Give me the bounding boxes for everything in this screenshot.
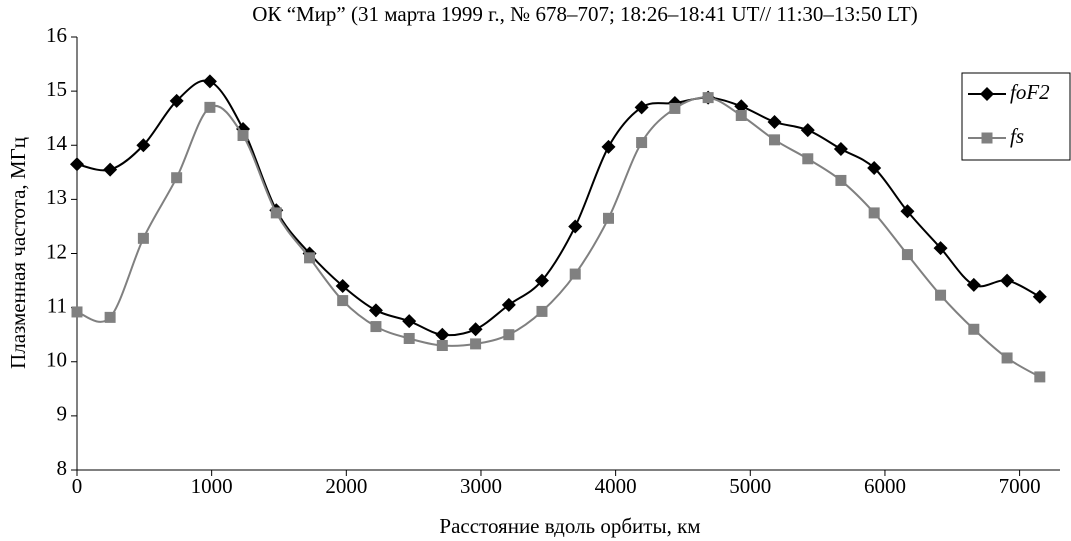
legend-marker	[981, 132, 993, 144]
diamond-marker	[1000, 273, 1015, 288]
square-marker	[702, 92, 714, 104]
square-marker	[835, 174, 847, 186]
diamond-marker	[435, 327, 450, 342]
x-tick-label: 1000	[191, 474, 233, 498]
diamond-marker	[568, 219, 583, 234]
y-tick-label: 9	[57, 402, 68, 426]
square-marker	[137, 232, 149, 244]
diamond-marker	[136, 138, 151, 153]
square-marker	[536, 305, 548, 317]
y-tick-label: 15	[46, 77, 67, 101]
diamond-marker	[800, 123, 815, 138]
y-tick-label: 16	[46, 23, 67, 47]
diamond-marker	[534, 273, 549, 288]
square-marker	[71, 306, 83, 318]
y-tick-label: 14	[46, 131, 68, 155]
diamond-marker	[402, 314, 417, 329]
square-marker	[503, 329, 515, 341]
square-marker	[1034, 371, 1046, 383]
legend-label: foF2	[1010, 80, 1050, 104]
diamond-marker	[634, 100, 649, 115]
square-marker	[337, 295, 349, 307]
diamond-marker	[103, 162, 118, 177]
square-marker	[735, 109, 747, 121]
diamond-marker	[169, 93, 184, 108]
square-marker	[1001, 352, 1013, 364]
diamond-marker	[734, 99, 749, 114]
y-tick-label: 8	[57, 456, 68, 480]
diamond-marker	[933, 241, 948, 256]
square-marker	[436, 340, 448, 352]
diamond-marker	[335, 278, 350, 293]
y-tick-label: 11	[47, 293, 67, 317]
diamond-marker	[966, 277, 981, 292]
square-marker	[104, 311, 116, 323]
legend-box	[961, 72, 1071, 161]
square-marker	[370, 321, 382, 333]
diamond-marker	[867, 160, 882, 175]
square-marker	[171, 172, 183, 184]
square-marker	[802, 153, 814, 165]
series-line	[76, 79, 1041, 337]
y-axis-label: Плазменная частота, МГц	[6, 137, 30, 369]
diamond-marker	[368, 303, 383, 318]
square-marker	[602, 212, 614, 224]
x-tick-label: 6000	[864, 474, 906, 498]
square-marker	[270, 207, 282, 219]
x-tick-label: 7000	[999, 474, 1041, 498]
diamond-marker	[468, 322, 483, 337]
diamond-marker	[900, 204, 915, 219]
square-marker	[636, 137, 648, 149]
x-tick-label: 3000	[460, 474, 502, 498]
diamond-marker	[767, 114, 782, 129]
chart-title: ОК “Мир” (31 марта 1999 г., № 678–707; 1…	[252, 2, 917, 26]
square-marker	[868, 207, 880, 219]
diamond-marker	[601, 139, 616, 154]
square-marker	[569, 268, 581, 280]
square-marker	[470, 338, 482, 350]
square-marker	[769, 134, 781, 146]
diamond-marker	[501, 297, 516, 312]
x-tick-label: 5000	[729, 474, 771, 498]
legend-marker	[980, 87, 994, 101]
square-marker	[403, 332, 415, 344]
y-tick-label: 10	[46, 348, 67, 372]
series-line	[76, 96, 1041, 378]
y-tick-label: 13	[46, 185, 67, 209]
square-marker	[901, 249, 913, 261]
legend-label: fs	[1010, 124, 1024, 148]
x-tick-label: 4000	[595, 474, 637, 498]
x-tick-label: 0	[72, 474, 83, 498]
square-marker	[204, 101, 216, 113]
y-tick-label: 12	[46, 239, 67, 263]
square-marker	[669, 102, 681, 114]
diamond-marker	[1032, 289, 1047, 304]
square-marker	[935, 289, 947, 301]
x-axis-label: Расстояние вдоль орбиты, км	[439, 514, 700, 538]
diamond-marker	[70, 157, 84, 172]
diamond-marker	[833, 142, 848, 157]
square-marker	[304, 252, 316, 264]
square-marker	[237, 130, 249, 142]
diamond-marker	[202, 74, 217, 89]
x-tick-label: 2000	[325, 474, 367, 498]
square-marker	[968, 323, 980, 335]
